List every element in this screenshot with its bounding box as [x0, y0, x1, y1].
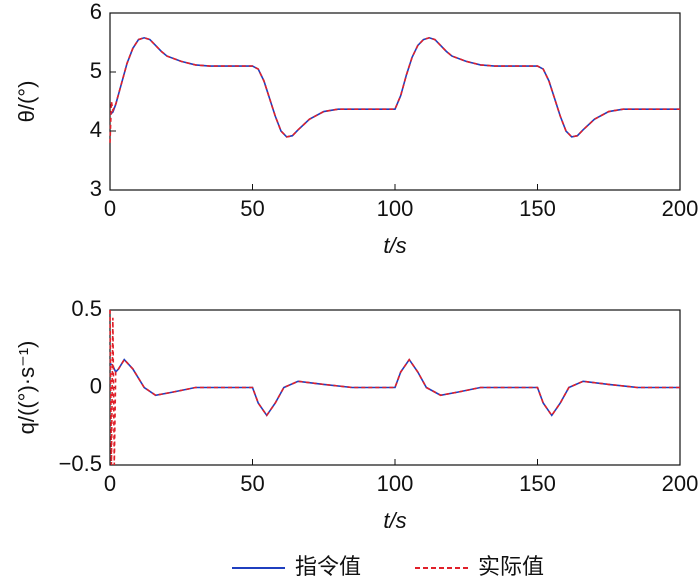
legend-label: 实际值: [478, 554, 544, 579]
y-tick-label: 4: [90, 117, 102, 142]
x-tick-label: 200: [662, 196, 699, 221]
series-line: [110, 358, 680, 417]
y-tick-label: −0.5: [59, 451, 102, 476]
y-tick-label: 5: [90, 58, 102, 83]
x-tick-label: 0: [104, 471, 116, 496]
plot-frame: [109, 12, 681, 191]
y-tick-label: 0.5: [71, 296, 102, 321]
x-tick-label: 50: [240, 196, 264, 221]
x-tick-label: 100: [377, 471, 414, 496]
x-tick-label: 0: [104, 196, 116, 221]
x-axis-label: t/s: [383, 233, 406, 258]
x-tick-label: 200: [662, 471, 699, 496]
series-line: [110, 36, 680, 138]
y-tick-label: 6: [90, 0, 102, 24]
y-axis-label: q/((°)·s⁻¹): [14, 341, 39, 435]
y-axis-label: θ/(°): [14, 81, 39, 123]
y-tick-label: 3: [90, 176, 102, 201]
x-tick-label: 50: [240, 471, 264, 496]
x-tick-label: 150: [519, 196, 556, 221]
y-tick-label: 0: [90, 373, 102, 398]
series-line: [109, 36, 680, 143]
x-tick-label: 100: [377, 196, 414, 221]
legend-label: 指令值: [295, 554, 361, 579]
x-tick-label: 150: [519, 471, 556, 496]
x-axis-label: t/s: [383, 508, 406, 533]
